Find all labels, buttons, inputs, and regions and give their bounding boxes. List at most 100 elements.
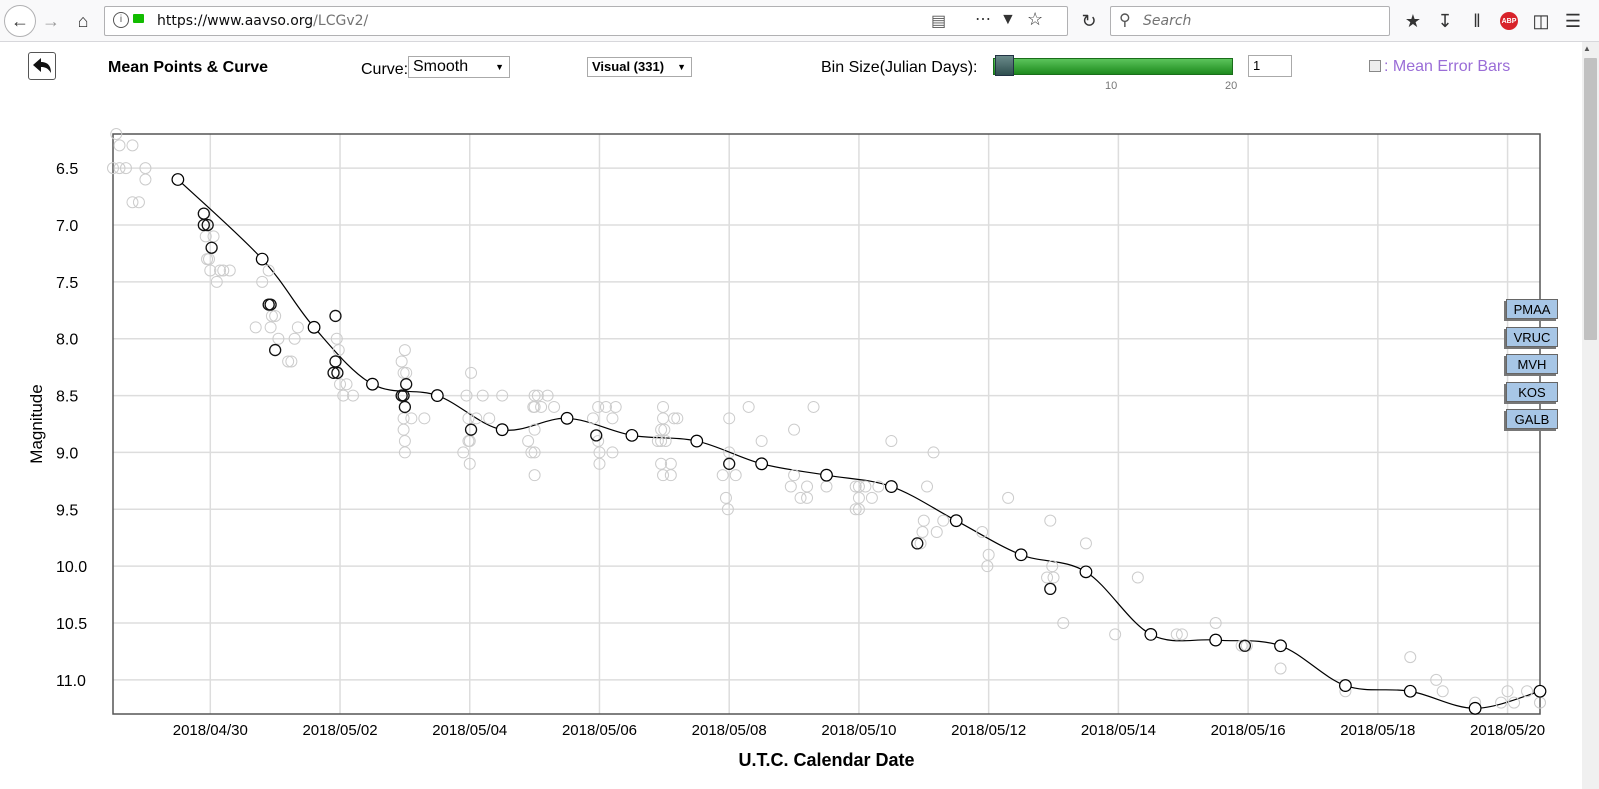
selected-observation-point[interactable]: [400, 378, 413, 391]
raw-observation-point: [1235, 639, 1248, 652]
selected-observation-point[interactable]: [911, 537, 924, 550]
mean-point[interactable]: [690, 434, 704, 448]
plot-frame: [112, 133, 1541, 715]
scrollbar-thumb[interactable]: [1584, 58, 1597, 340]
raw-observation-point: [859, 480, 872, 493]
y-tick-label: 11.0: [56, 673, 86, 690]
raw-observation-point: [794, 491, 807, 504]
x-tick-label: 2018/04/30: [173, 722, 248, 739]
mean-point[interactable]: [307, 320, 321, 334]
bin-size-input[interactable]: 1: [1248, 55, 1292, 77]
mean-point[interactable]: [949, 514, 963, 528]
raw-observation-point: [593, 457, 606, 470]
mean-point[interactable]: [171, 173, 185, 186]
mean-point[interactable]: [1014, 548, 1028, 562]
mean-point[interactable]: [1533, 684, 1547, 698]
raw-observation-point: [982, 548, 995, 561]
y-tick-label: 10.0: [56, 559, 87, 576]
adblock-icon[interactable]: ABP: [1500, 12, 1518, 30]
scroll-up-icon[interactable]: ▲: [1583, 44, 1591, 53]
bin-size-slider-handle[interactable]: [995, 55, 1014, 76]
band-select[interactable]: Visual (331) ▼: [587, 57, 692, 77]
selected-observation-point[interactable]: [197, 207, 210, 220]
raw-observation-point: [249, 321, 262, 334]
x-tick-label: 2018/05/20: [1470, 722, 1545, 739]
selected-observation-point[interactable]: [329, 355, 342, 368]
search-placeholder: Search: [1143, 13, 1192, 29]
mean-point[interactable]: [1339, 679, 1352, 692]
selected-observation-point[interactable]: [464, 423, 478, 436]
x-tick-label: 2018/05/10: [821, 722, 896, 739]
selected-observation-point[interactable]: [723, 457, 736, 470]
raw-observation-point: [1508, 696, 1521, 709]
raw-observation-point: [1521, 685, 1534, 698]
selected-observation-point[interactable]: [1238, 639, 1252, 652]
mean-error-bars-checkbox[interactable]: [1369, 60, 1381, 72]
mean-point[interactable]: [495, 423, 509, 437]
raw-observation-point: [1046, 560, 1059, 573]
mean-point[interactable]: [1403, 684, 1417, 698]
pocket-icon[interactable]: ▼: [1000, 11, 1016, 28]
observer-button-pmaa[interactable]: PMAA: [1506, 299, 1558, 319]
selected-observation-point[interactable]: [205, 241, 218, 254]
selected-observation-point[interactable]: [269, 343, 282, 357]
selected-observation-point[interactable]: [1044, 582, 1057, 596]
selected-observation-point[interactable]: [327, 366, 340, 379]
menu-icon[interactable]: ☰: [1564, 10, 1582, 31]
raw-observation-point: [917, 514, 930, 527]
mean-point[interactable]: [1079, 565, 1093, 579]
mean-point[interactable]: [625, 428, 639, 442]
raw-observation-point: [849, 503, 862, 516]
url-text[interactable]: https://www.aavso.org/LCGv2/: [157, 13, 368, 29]
observer-button-vruc[interactable]: VRUC: [1506, 327, 1558, 347]
mean-point[interactable]: [884, 480, 898, 493]
raw-observation-point: [535, 400, 548, 413]
selected-observation-point[interactable]: [329, 309, 342, 323]
raw-observation-point: [1430, 673, 1443, 686]
info-icon[interactable]: i: [113, 12, 129, 28]
selected-observation-point[interactable]: [590, 429, 603, 442]
raw-observation-point: [525, 446, 538, 459]
selected-observation-point[interactable]: [398, 400, 412, 414]
mean-point[interactable]: [1144, 627, 1158, 641]
mean-point[interactable]: [1209, 633, 1223, 647]
x-tick-label: 2018/05/08: [692, 722, 767, 739]
selected-observation-point[interactable]: [197, 218, 210, 232]
mean-point[interactable]: [560, 411, 574, 425]
selected-observation-point[interactable]: [201, 218, 214, 232]
mean-point[interactable]: [430, 389, 444, 402]
browser-toolbar: ← → ⌂ i https://www.aavso.org/LCGv2/ ▤ ⋯…: [0, 0, 1599, 42]
reader-view-icon[interactable]: ▤: [931, 13, 947, 30]
selected-observation-point[interactable]: [331, 366, 344, 379]
chevron-down-icon: ▼: [677, 62, 686, 72]
mean-point[interactable]: [820, 468, 833, 482]
forward-arrow-icon[interactable]: →: [42, 10, 60, 31]
sidebar-icon[interactable]: ◫: [1532, 10, 1550, 31]
reload-icon[interactable]: ↻: [1081, 10, 1097, 31]
mean-point[interactable]: [1468, 701, 1482, 715]
bookmark-star-icon[interactable]: ☆: [1027, 9, 1044, 29]
light-curve-chart[interactable]: 6.5 7.0 7.5 8.0 8.5 9.0 9.5 10.0 10.5 11.0 2018/04…: [0, 112, 1575, 772]
mean-point[interactable]: [255, 252, 269, 266]
download-icon[interactable]: ↧: [1437, 10, 1453, 31]
mean-point[interactable]: [366, 377, 379, 391]
observer-button-kos[interactable]: KOS: [1506, 382, 1558, 402]
observer-button-mvh[interactable]: MVH: [1506, 354, 1558, 374]
observer-button-galb[interactable]: GALB: [1506, 409, 1558, 429]
bin-size-slider-track[interactable]: [993, 58, 1233, 75]
more-icon[interactable]: ⋯: [975, 11, 991, 28]
library-icon[interactable]: ‖: [1473, 10, 1481, 31]
url-bar[interactable]: i https://www.aavso.org/LCGv2/ ▤ ⋯ ▼ ☆: [104, 6, 1068, 36]
home-icon[interactable]: ⌂: [77, 10, 89, 31]
app-back-button[interactable]: [28, 52, 56, 80]
mean-points: [171, 173, 1547, 715]
mean-point[interactable]: [755, 457, 769, 471]
selected-observation-point[interactable]: [264, 298, 277, 311]
mean-point[interactable]: [1274, 639, 1287, 653]
back-arrow-icon[interactable]: ←: [4, 5, 36, 37]
raw-observation-point: [269, 309, 282, 322]
bookmarks-star-icon[interactable]: ★: [1404, 10, 1422, 31]
curve-select[interactable]: Smooth ▼: [408, 56, 510, 78]
search-bar[interactable]: ⚲ Search: [1110, 6, 1390, 36]
raw-observation-point: [921, 480, 934, 493]
